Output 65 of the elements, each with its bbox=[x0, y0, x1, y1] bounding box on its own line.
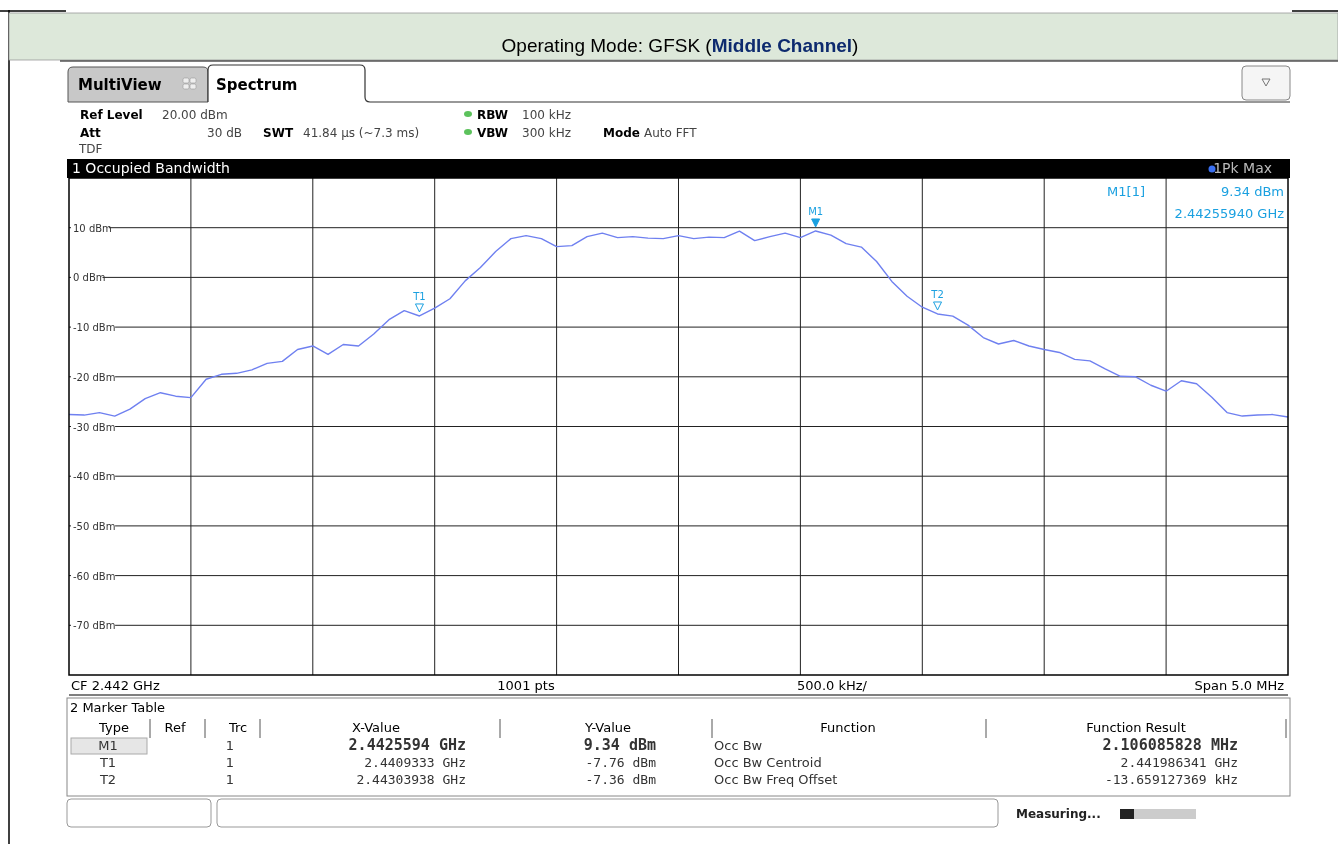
text: T1 bbox=[98, 755, 117, 770]
text: 300 kHz bbox=[522, 126, 571, 140]
y-tick-label: -30 dBm bbox=[73, 421, 116, 433]
text: MultiView bbox=[78, 76, 162, 94]
text: TDF bbox=[78, 142, 103, 156]
text: Occ Bw Freq Offset bbox=[714, 772, 838, 787]
text: SWT bbox=[263, 126, 294, 140]
text: Y-Value bbox=[583, 720, 632, 735]
y-tick-label: 0 dBm bbox=[73, 272, 106, 284]
text: Function bbox=[820, 720, 876, 735]
text: Occ Bw bbox=[714, 738, 763, 753]
chart-title: Operating Mode: GFSK (Middle Channel) bbox=[501, 35, 859, 56]
text: Mode bbox=[603, 126, 640, 140]
text: 2.4409333 GHz bbox=[364, 755, 466, 770]
text: 2.44303938 GHz bbox=[356, 772, 466, 787]
text: Measuring... bbox=[1016, 807, 1101, 821]
y-tick-label: -70 dBm bbox=[73, 620, 116, 632]
text: 1Pk Max bbox=[1213, 160, 1272, 176]
annotation: M1 bbox=[808, 205, 824, 217]
y-tick-label: -20 dBm bbox=[73, 371, 116, 383]
text: Auto FFT bbox=[644, 126, 698, 140]
text: Att bbox=[80, 126, 102, 140]
text: -7.36 dBm bbox=[585, 772, 657, 787]
text: Trc bbox=[227, 720, 248, 735]
text: 9.34 dBm bbox=[583, 736, 656, 754]
text: M1 bbox=[98, 738, 118, 753]
y-tick-label: -40 dBm bbox=[73, 471, 116, 483]
text: X-Value bbox=[352, 720, 400, 735]
annotation: 2.44255940 GHz bbox=[1174, 206, 1285, 221]
text: Ref Level bbox=[80, 108, 143, 122]
text: 1 bbox=[225, 755, 235, 770]
text: 1 Occupied Bandwidth bbox=[72, 160, 230, 176]
text: 2.4425594 GHz bbox=[348, 736, 466, 754]
text: 2 Marker Table bbox=[70, 700, 166, 715]
text: Function Result bbox=[1086, 720, 1186, 735]
text: 1001 pts bbox=[497, 678, 555, 693]
y-tick-label: -60 dBm bbox=[73, 570, 116, 582]
text: Type bbox=[98, 720, 129, 735]
y-tick-label: 10 dBm bbox=[73, 222, 112, 234]
text: 100 kHz bbox=[522, 108, 571, 122]
text: RBW bbox=[477, 108, 508, 122]
text: 1 bbox=[225, 738, 235, 753]
text: 1 bbox=[225, 772, 235, 787]
annotation: M1[1] bbox=[1107, 184, 1145, 199]
text: 20.00 dBm bbox=[162, 108, 228, 122]
text: CF 2.442 GHz bbox=[71, 678, 160, 693]
text: -13.659127369 kHz bbox=[1104, 772, 1238, 787]
annotation: T1 bbox=[412, 290, 426, 302]
text: Ref bbox=[164, 720, 186, 735]
text: 2.106085828 MHz bbox=[1102, 736, 1238, 754]
text: 30 dB bbox=[207, 126, 242, 140]
text: Span 5.0 MHz bbox=[1194, 678, 1285, 693]
line-series bbox=[68, 230, 1289, 418]
text: T2 bbox=[98, 772, 117, 787]
text: Occ Bw Centroid bbox=[714, 755, 822, 770]
text: 2.441986341 GHz bbox=[1120, 755, 1238, 770]
text: -7.76 dBm bbox=[585, 755, 657, 770]
y-tick-label: -10 dBm bbox=[73, 322, 116, 334]
annotation: T2 bbox=[930, 288, 944, 300]
text: Spectrum bbox=[216, 76, 298, 94]
y-tick-label: -50 dBm bbox=[73, 520, 116, 532]
text: 41.84 µs (~7.3 ms) bbox=[303, 126, 420, 140]
text: VBW bbox=[477, 126, 509, 140]
annotation: 9.34 dBm bbox=[1221, 184, 1284, 199]
text: 500.0 kHz/ bbox=[797, 678, 868, 693]
